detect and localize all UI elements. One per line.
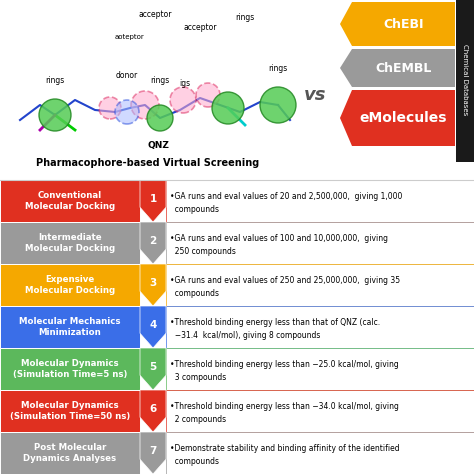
Polygon shape: [140, 348, 166, 390]
Text: •GA runs and eval values of 20 and 2,500,000,  giving 1,000: •GA runs and eval values of 20 and 2,500…: [170, 192, 402, 201]
Text: Molecular Dynamics
(Simulation Time=5 ns): Molecular Dynamics (Simulation Time=5 ns…: [13, 359, 127, 379]
Text: Pharmacophore-based Virtual Screening: Pharmacophore-based Virtual Screening: [36, 158, 260, 168]
Polygon shape: [140, 432, 166, 474]
Text: Chemical Databases: Chemical Databases: [462, 45, 468, 116]
Polygon shape: [140, 222, 166, 264]
Text: Expensive
Molecular Docking: Expensive Molecular Docking: [25, 275, 115, 295]
Circle shape: [260, 87, 296, 123]
Text: rings: rings: [150, 76, 170, 85]
Text: •Threshold binding energy less than that of QNZ (calc.: •Threshold binding energy less than that…: [170, 319, 380, 328]
Circle shape: [212, 92, 244, 124]
Text: rings: rings: [46, 76, 64, 85]
Polygon shape: [340, 49, 455, 87]
Text: compounds: compounds: [170, 289, 219, 298]
Bar: [0, 0, 474, 180]
Text: compounds: compounds: [170, 205, 219, 214]
Polygon shape: [340, 2, 455, 46]
Text: Intermediate
Molecular Docking: Intermediate Molecular Docking: [25, 233, 115, 253]
Text: 1: 1: [149, 194, 156, 204]
Text: 7: 7: [149, 446, 157, 456]
Text: eMolecules: eMolecules: [360, 111, 447, 125]
Circle shape: [99, 97, 121, 119]
Text: 3 compounds: 3 compounds: [170, 373, 226, 382]
Text: rings: rings: [268, 64, 288, 73]
Text: acceptor: acceptor: [183, 23, 217, 32]
Circle shape: [147, 105, 173, 131]
Text: igs: igs: [180, 79, 191, 88]
Bar: [166, 264, 474, 306]
Polygon shape: [140, 390, 166, 432]
Text: •GA runs and eval values of 250 and 25,000,000,  giving 35: •GA runs and eval values of 250 and 25,0…: [170, 276, 400, 285]
Text: •Threshold binding energy less than −25.0 kcal/mol, giving: •Threshold binding energy less than −25.…: [170, 360, 399, 369]
Text: 2: 2: [149, 236, 156, 246]
Circle shape: [131, 91, 159, 119]
Bar: [0, 222, 140, 264]
Text: ChEBI: ChEBI: [383, 18, 424, 30]
Text: Molecular Dynamics
(Simulation Time=50 ns): Molecular Dynamics (Simulation Time=50 n…: [10, 401, 130, 421]
Bar: [166, 432, 474, 474]
Circle shape: [170, 87, 196, 113]
Text: •Threshold binding energy less than −34.0 kcal/mol, giving: •Threshold binding energy less than −34.…: [170, 402, 399, 411]
Bar: [456, 0, 474, 162]
Circle shape: [115, 100, 139, 124]
Text: acceptor: acceptor: [138, 10, 172, 19]
Bar: [0, 180, 140, 222]
Polygon shape: [140, 180, 166, 222]
Bar: [0, 306, 140, 348]
Bar: [0, 348, 140, 390]
Polygon shape: [340, 90, 455, 146]
Text: •Demonstrate stability and binding affinity of the identified: •Demonstrate stability and binding affin…: [170, 444, 400, 453]
Text: donor: donor: [116, 71, 138, 80]
Text: rings: rings: [236, 13, 255, 22]
Bar: [166, 180, 474, 222]
Text: compounds: compounds: [170, 457, 219, 466]
Circle shape: [196, 83, 220, 107]
Polygon shape: [140, 306, 166, 348]
Text: −31.4  kcal/mol), giving 8 compounds: −31.4 kcal/mol), giving 8 compounds: [170, 331, 320, 340]
Bar: [166, 390, 474, 432]
Text: vs: vs: [304, 86, 326, 104]
Text: 5: 5: [149, 362, 156, 372]
Text: ChEMBL: ChEMBL: [375, 62, 432, 74]
Text: Post Molecular
Dynamics Analyses: Post Molecular Dynamics Analyses: [23, 443, 117, 463]
Text: Conventional
Molecular Docking: Conventional Molecular Docking: [25, 191, 115, 211]
Bar: [166, 348, 474, 390]
Text: QNZ: QNZ: [147, 141, 169, 150]
Text: 6: 6: [149, 404, 156, 414]
Text: 250 compounds: 250 compounds: [170, 247, 236, 256]
Bar: [0, 390, 140, 432]
Text: 4: 4: [149, 320, 157, 330]
Circle shape: [39, 99, 71, 131]
Bar: [0, 264, 140, 306]
Text: 3: 3: [149, 278, 156, 288]
Text: 2 compounds: 2 compounds: [170, 415, 226, 424]
Bar: [166, 222, 474, 264]
Polygon shape: [140, 264, 166, 306]
Bar: [166, 306, 474, 348]
Text: •GA runs and eval values of 100 and 10,000,000,  giving: •GA runs and eval values of 100 and 10,0…: [170, 234, 388, 243]
Text: aoteptor: aoteptor: [115, 34, 145, 40]
Text: Molecular Mechanics
Minimization: Molecular Mechanics Minimization: [19, 317, 121, 337]
Bar: [0, 432, 140, 474]
